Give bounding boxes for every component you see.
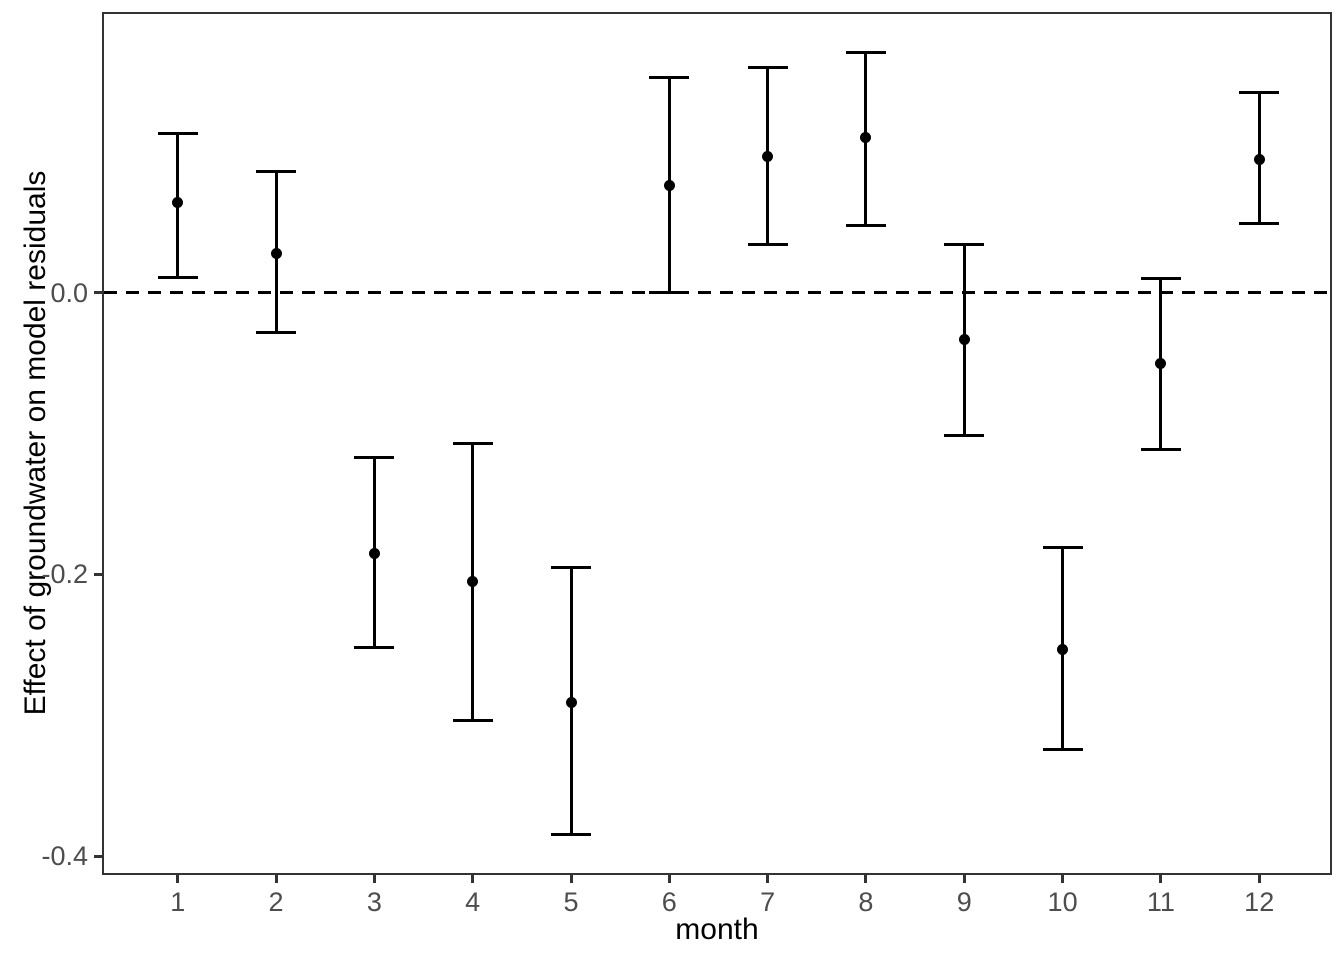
point-estimate-month-4 xyxy=(467,576,479,587)
point-estimate-month-11 xyxy=(1155,357,1167,369)
errorbar-cap-top-month-10 xyxy=(1042,546,1083,550)
x-tick-mark xyxy=(569,873,573,883)
point-estimate-month-10 xyxy=(1057,643,1069,655)
errorbar-cap-bottom-month-11 xyxy=(1140,447,1181,451)
x-tick-label: 2 xyxy=(268,887,284,917)
point-estimate-month-7 xyxy=(762,150,774,162)
x-tick-mark xyxy=(1159,873,1163,883)
errorbar-cap-bottom-month-6 xyxy=(649,291,690,295)
errorbar-cap-top-month-2 xyxy=(256,170,297,174)
errorbar-cap-top-month-5 xyxy=(551,565,591,569)
errorbar-cap-bottom-month-12 xyxy=(1239,222,1280,226)
errorbar-cap-top-month-12 xyxy=(1239,91,1280,95)
x-tick-mark xyxy=(471,873,475,883)
x-tick-mark xyxy=(372,873,376,883)
errorbar-cap-bottom-month-3 xyxy=(354,646,395,650)
x-axis-title: month xyxy=(675,913,759,946)
point-estimate-month-6 xyxy=(663,180,675,192)
errorbar-cap-bottom-month-5 xyxy=(551,833,591,837)
x-tick-label: 8 xyxy=(858,887,874,917)
point-estimate-month-1 xyxy=(172,197,184,209)
x-tick-label: 7 xyxy=(760,887,776,917)
y-tick-label: -0.4 xyxy=(41,841,88,872)
x-tick-label: 5 xyxy=(563,887,579,917)
errorbar-cap-top-month-3 xyxy=(354,456,395,460)
y-tick-label: 0.0 xyxy=(50,277,88,308)
errorbar-cap-top-month-6 xyxy=(649,75,690,79)
x-tick-mark xyxy=(864,873,868,883)
y-tick-mark xyxy=(94,291,104,295)
x-tick-label: 11 xyxy=(1146,887,1175,917)
errorbar-cap-bottom-month-9 xyxy=(944,433,985,437)
x-tick-label: 10 xyxy=(1047,887,1078,917)
errorbar-cap-top-month-1 xyxy=(157,132,198,136)
y-tick-mark xyxy=(94,854,104,858)
point-estimate-month-9 xyxy=(958,333,970,345)
y-tick-label: -0.2 xyxy=(41,559,88,590)
x-tick-label: 3 xyxy=(366,887,382,917)
point-estimate-month-8 xyxy=(860,132,872,144)
point-estimate-month-5 xyxy=(565,697,577,709)
errorbar-cap-bottom-month-8 xyxy=(845,223,886,227)
errorbar-cap-top-month-9 xyxy=(944,243,985,247)
errorbar-cap-bottom-month-10 xyxy=(1042,747,1083,751)
errorbar-cap-bottom-month-4 xyxy=(452,719,493,723)
errorbar-cap-top-month-7 xyxy=(747,66,788,69)
y-tick-mark xyxy=(94,572,104,576)
x-tick-label: 4 xyxy=(465,887,481,917)
errorbar-cap-top-month-8 xyxy=(845,50,886,54)
errorbar-cap-bottom-month-1 xyxy=(157,275,198,279)
errorbar-cap-bottom-month-2 xyxy=(256,330,297,334)
errorbar-cap-top-month-11 xyxy=(1140,277,1181,281)
plot-panel xyxy=(102,12,1332,875)
x-tick-mark xyxy=(176,873,180,883)
x-tick-mark xyxy=(1061,873,1065,883)
point-estimate-month-2 xyxy=(270,247,282,259)
zero-reference-line xyxy=(104,291,1330,295)
y-axis-title: Effect of groundwater on model residuals xyxy=(19,170,52,716)
x-tick-mark xyxy=(1257,873,1261,883)
x-tick-label: 12 xyxy=(1244,887,1275,917)
x-tick-label: 1 xyxy=(170,887,186,917)
point-estimate-month-12 xyxy=(1253,153,1265,165)
x-tick-label: 6 xyxy=(661,887,677,917)
errorbar-cap-bottom-month-7 xyxy=(747,243,788,247)
x-tick-label: 9 xyxy=(956,887,972,917)
x-tick-mark xyxy=(667,873,671,883)
point-estimate-month-3 xyxy=(368,547,380,559)
x-tick-mark xyxy=(962,873,966,883)
errorbar-cap-top-month-4 xyxy=(452,442,493,445)
x-tick-mark xyxy=(274,873,278,883)
x-tick-mark xyxy=(766,873,770,883)
